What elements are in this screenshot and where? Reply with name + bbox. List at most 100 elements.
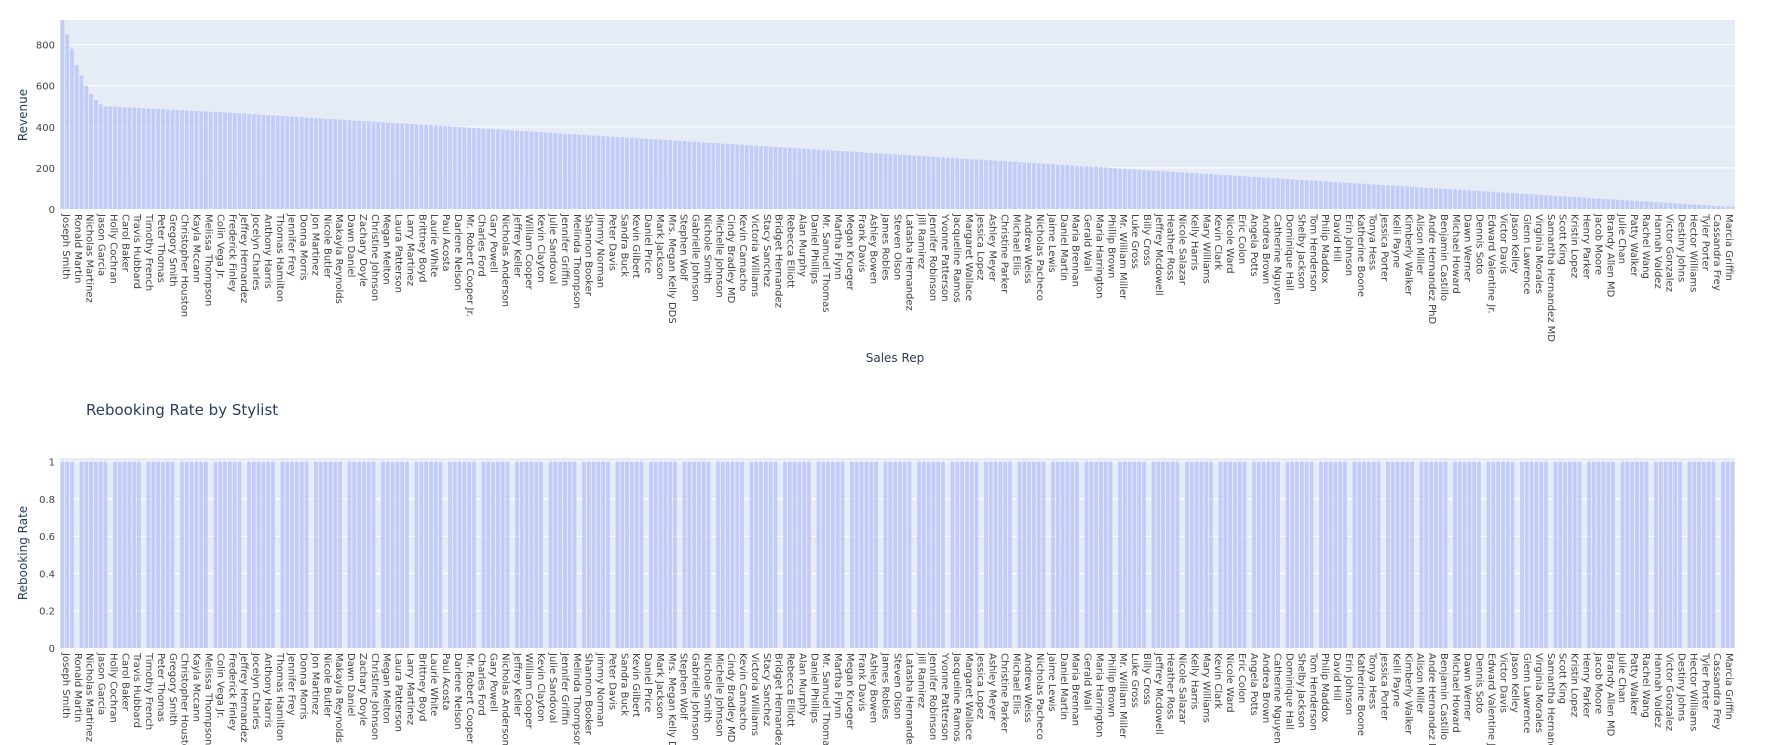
revenue-y-axis-title: Revenue <box>16 89 30 141</box>
revenue-bar <box>931 156 936 209</box>
revenue-x-tick-label: Peter Davis <box>606 214 617 271</box>
revenue-bar <box>1213 174 1218 209</box>
revenue-x-tick-label: Mrs. Megan Kelly DDS <box>666 214 677 324</box>
rebooking-bar <box>1678 461 1682 648</box>
revenue-bar <box>414 124 419 209</box>
revenue-x-tick-label: Michelle Johnson <box>713 214 724 298</box>
rebooking-bar <box>615 461 620 648</box>
rebooking-bar <box>405 461 409 648</box>
rebooking-bar <box>936 461 941 648</box>
rebooking-bar <box>663 461 668 648</box>
revenue-bar <box>826 150 830 209</box>
revenue-y-tick-label: 400 <box>36 123 55 134</box>
revenue-bar <box>505 130 510 209</box>
rebooking-bar <box>1055 461 1060 648</box>
revenue-x-tick-label: Ronald Martin <box>72 214 83 283</box>
revenue-bar <box>1721 206 1725 209</box>
rebooking-bar <box>1730 461 1735 648</box>
rebooking-x-tick-label: Mr. Samuel Thomas <box>820 653 831 745</box>
revenue-bar <box>1481 191 1486 209</box>
revenue-bar <box>907 155 912 209</box>
revenue-bar <box>543 132 548 209</box>
revenue-x-tick-label: Jason Garcia <box>96 213 107 276</box>
revenue-bar <box>917 155 921 209</box>
revenue-x-tick-label: Jennifer Griffin <box>559 213 570 286</box>
revenue-bar <box>1051 164 1055 209</box>
rebooking-x-tick-label: Rachel Wang <box>1640 653 1651 718</box>
revenue-bar <box>754 145 759 209</box>
revenue-bar <box>1462 190 1467 209</box>
revenue-bar <box>1630 200 1634 209</box>
revenue-bar <box>362 121 366 209</box>
rebooking-bar <box>194 461 199 648</box>
rebooking-x-tick-label: Carol Baker <box>119 653 130 712</box>
revenue-x-tick-label: Jeffrey Mcdowell <box>1153 213 1164 296</box>
rebooking-bar <box>1089 461 1094 648</box>
rebooking-bar <box>180 461 184 648</box>
rebooking-x-tick-label: Melissa Thompson <box>203 653 214 745</box>
rebooking-x-tick-label: Samantha Hernandez MD <box>1545 653 1556 745</box>
revenue-bar <box>1625 200 1630 209</box>
revenue-bar <box>1357 183 1362 209</box>
rebooking-bar <box>1386 461 1390 648</box>
revenue-bar <box>1261 177 1266 209</box>
revenue-x-tick-label: Erin Johnson <box>1343 214 1354 276</box>
rebooking-bar <box>1237 461 1242 648</box>
rebooking-bar <box>266 461 271 648</box>
rebooking-bar <box>280 461 285 648</box>
rebooking-bar <box>1271 461 1276 648</box>
rebooking-bar <box>385 461 390 648</box>
rebooking-x-tick-label: Mark Jackson <box>654 653 665 719</box>
rebooking-bar <box>692 461 696 648</box>
revenue-bar <box>84 85 89 209</box>
rebooking-bar <box>1706 461 1711 648</box>
revenue-bar <box>481 128 486 209</box>
revenue-bar <box>1146 170 1151 209</box>
revenue-bar <box>1290 179 1295 209</box>
revenue-bar <box>620 137 625 209</box>
rebooking-x-tick-label: Kevin Clark <box>1212 653 1223 709</box>
rebooking-x-tick-label: Daniel Price <box>642 653 653 712</box>
revenue-x-tick-label: Nicholas Pacheco <box>1034 214 1045 301</box>
rebooking-bar <box>1194 461 1199 648</box>
revenue-bar <box>1405 186 1410 209</box>
revenue-bar <box>888 154 893 209</box>
revenue-x-tick-label: Virginia Morales <box>1533 214 1544 294</box>
rebooking-bar <box>1127 461 1132 648</box>
revenue-bar <box>797 148 802 209</box>
rebooking-x-tick-label: Cindy Bradley MD <box>725 653 736 743</box>
revenue-x-tick-label: Rachel Wang <box>1640 214 1651 279</box>
revenue-bar <box>1352 183 1357 209</box>
rebooking-bar <box>874 461 878 648</box>
revenue-bar <box>295 116 299 209</box>
rebooking-bar <box>1419 461 1424 648</box>
rebooking-x-tick-label: Luke Gross <box>1129 653 1140 708</box>
revenue-x-tick-label: Peter Thomas <box>155 214 166 283</box>
revenue-bar <box>639 138 644 209</box>
rebooking-x-tick-label: Nicholas Martinez <box>84 653 95 742</box>
rebooking-x-tick-label: Jill Ramirez <box>915 652 926 708</box>
revenue-bar <box>189 110 194 209</box>
rebooking-x-tick-label: Donna Morris <box>298 653 309 720</box>
revenue-bar <box>117 107 122 209</box>
revenue-bar <box>701 142 706 209</box>
revenue-bar <box>988 160 993 209</box>
rebooking-bar <box>563 461 567 648</box>
rebooking-bar <box>634 461 639 648</box>
rebooking-bar <box>132 461 137 648</box>
rebooking-bar <box>1630 461 1634 648</box>
revenue-bar <box>357 120 361 209</box>
revenue-bar <box>1343 182 1347 209</box>
rebooking-x-tick-label: Alison Miller <box>1414 653 1425 714</box>
rebooking-x-tick-label: Philip Maddox <box>1319 653 1330 722</box>
rebooking-bar <box>515 461 519 648</box>
rebooking-x-tick-label: Latasha Hernandez <box>903 653 914 745</box>
revenue-x-tick-label: Samantha Hernandez MD <box>1545 214 1556 342</box>
rebooking-bar <box>189 461 194 648</box>
revenue-x-tick-label: Daniel Martin <box>1058 214 1069 281</box>
rebooking-bar <box>797 461 802 648</box>
rebooking-bar <box>1400 461 1405 648</box>
revenue-bar <box>103 106 108 209</box>
revenue-bar <box>1501 192 1505 209</box>
revenue-x-tick-label: Cindy Bradley MD <box>725 214 736 304</box>
